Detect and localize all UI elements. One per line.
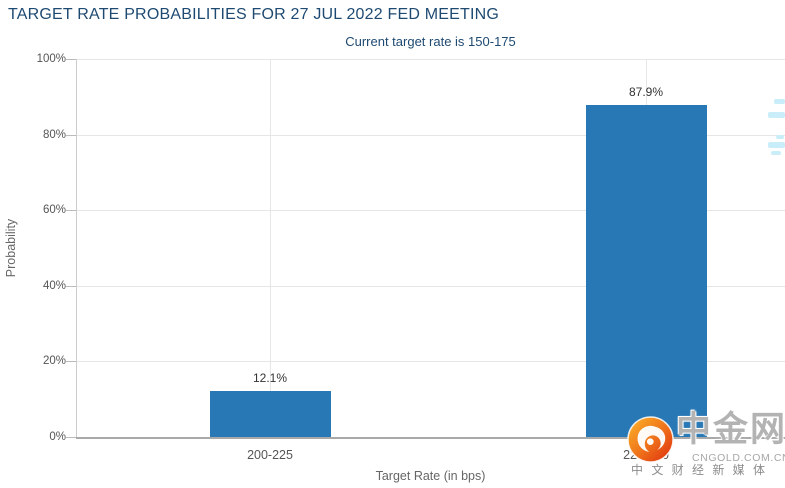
y-tick-label: 60% <box>42 204 66 216</box>
right-edge-watermark-fragment <box>771 151 781 155</box>
cngold-tagline-text: 中 文 财 经 新 媒 体 <box>631 463 768 477</box>
x-gridline <box>270 59 271 437</box>
y-tick-mark <box>66 59 76 60</box>
y-gridline <box>76 135 785 136</box>
right-edge-watermark-fragment <box>774 99 785 104</box>
x-category-label: 200-225 <box>247 448 293 462</box>
y-gridline <box>76 286 785 287</box>
chart-title: TARGET RATE PROBABILITIES FOR 27 JUL 202… <box>8 6 500 23</box>
bar-value-label: 87.9% <box>628 85 664 99</box>
right-edge-watermark-fragment <box>768 112 785 118</box>
bar-value-label: 12.1% <box>252 371 288 385</box>
cngold-brand-text: 中金网 <box>676 410 785 449</box>
y-tick-label: 40% <box>42 280 66 292</box>
x-axis-title: Target Rate (in bps) <box>375 469 486 483</box>
y-tick-mark <box>66 437 76 438</box>
y-tick-mark <box>66 210 76 211</box>
y-tick-mark <box>66 361 76 362</box>
y-gridline <box>76 59 785 60</box>
chart-subtitle: Current target rate is 150-175 <box>345 34 516 49</box>
y-tick-label: 0% <box>49 431 66 443</box>
y-tick-label: 100% <box>36 53 66 65</box>
cngold-swirl-icon <box>627 416 674 463</box>
probability-bar-225-250[interactable] <box>585 105 707 437</box>
probability-bar-200-225[interactable] <box>209 391 331 437</box>
y-tick-label: 80% <box>42 129 66 141</box>
y-gridline <box>76 210 785 211</box>
y-tick-label: 20% <box>42 355 66 367</box>
y-tick-mark <box>66 135 76 136</box>
right-edge-watermark-fragment <box>768 142 785 148</box>
x-axis-line <box>76 437 785 439</box>
y-axis-line <box>76 59 77 438</box>
cngold-domain-text: CNGOLD.COM.CN <box>692 452 785 464</box>
right-edge-watermark-fragment <box>776 135 784 139</box>
y-tick-mark <box>66 286 76 287</box>
y-gridline <box>76 361 785 362</box>
